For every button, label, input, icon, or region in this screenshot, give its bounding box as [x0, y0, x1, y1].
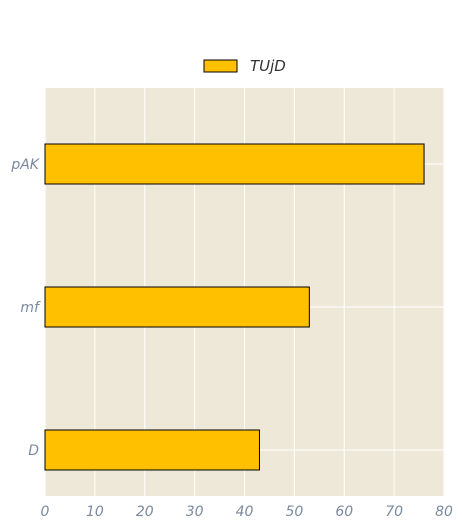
y-tick-label: pAK — [10, 157, 40, 173]
bar-D — [44, 429, 260, 471]
x-tick-label: 0 — [41, 504, 50, 520]
bars — [44, 143, 425, 471]
legend-label: TUjD — [250, 57, 286, 75]
x-tick-label: 80 — [435, 504, 453, 520]
y-tick-label: mf — [20, 300, 41, 316]
x-tick-label: 70 — [385, 504, 403, 520]
x-tick-label: 10 — [86, 504, 104, 520]
legend: TUjD — [203, 57, 286, 75]
x-tick-label: 50 — [285, 504, 303, 520]
x-tick-label: 60 — [335, 504, 353, 520]
x-tick-label: 40 — [236, 504, 254, 520]
bar-mf — [44, 286, 310, 328]
x-axis-labels: 0 10 20 30 40 50 60 70 80 — [41, 504, 453, 520]
y-axis-labels: pAK mf D — [10, 157, 41, 459]
bar-pAK — [44, 143, 425, 185]
x-tick-label: 30 — [186, 504, 204, 520]
y-tick-label: D — [28, 443, 39, 459]
legend-swatch — [203, 59, 238, 73]
x-tick-label: 20 — [136, 504, 154, 520]
